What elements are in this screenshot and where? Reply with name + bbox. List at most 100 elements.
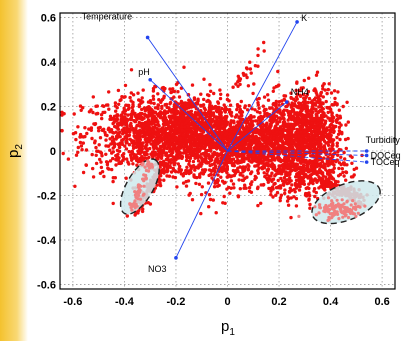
score-point-1223 bbox=[208, 83, 212, 87]
score-point-1667 bbox=[212, 173, 216, 177]
score-point-42 bbox=[90, 136, 94, 141]
score-point-749 bbox=[156, 120, 160, 124]
score-point-3743 bbox=[297, 145, 301, 149]
score-point-1979 bbox=[199, 211, 203, 216]
score-point-1865 bbox=[195, 143, 199, 148]
score-point-3271 bbox=[293, 99, 298, 103]
score-point-72 bbox=[123, 83, 128, 88]
score-point-3580 bbox=[326, 110, 330, 115]
score-point-1199 bbox=[172, 114, 176, 118]
score-point-4044 bbox=[285, 199, 290, 203]
score-point-3905 bbox=[297, 119, 301, 123]
score-point-3267 bbox=[286, 118, 290, 122]
score-point-1403 bbox=[181, 151, 186, 155]
score-point-4677 bbox=[236, 80, 240, 84]
score-point-4659 bbox=[327, 184, 331, 188]
score-point-4370 bbox=[307, 186, 311, 191]
score-point-4192 bbox=[276, 171, 280, 175]
x-axis-label-subscript: 1 bbox=[229, 327, 235, 338]
score-point-631 bbox=[117, 149, 122, 153]
score-point-4678 bbox=[244, 66, 249, 70]
score-point-3993 bbox=[322, 145, 327, 150]
score-point-2182 bbox=[259, 201, 263, 205]
score-point-2864 bbox=[276, 69, 280, 74]
score-point-3301 bbox=[268, 159, 272, 163]
score-point-4253 bbox=[259, 152, 263, 157]
score-point-2150 bbox=[198, 147, 203, 151]
score-point-163 bbox=[108, 159, 113, 163]
score-point-822 bbox=[83, 126, 87, 130]
score-point-3137 bbox=[283, 136, 287, 141]
score-point-2575 bbox=[226, 155, 231, 159]
score-point-1557 bbox=[225, 93, 230, 97]
score-point-291 bbox=[98, 136, 103, 140]
score-point-4191 bbox=[339, 155, 343, 159]
score-point-2687 bbox=[224, 163, 229, 167]
score-point-1382 bbox=[158, 116, 163, 120]
loading-label-k: K bbox=[301, 13, 307, 23]
score-point-4318 bbox=[272, 182, 276, 186]
score-point-3889 bbox=[306, 114, 310, 119]
score-point-4343 bbox=[283, 166, 287, 170]
score-point-1371 bbox=[134, 145, 138, 149]
score-point-2444 bbox=[223, 168, 227, 172]
score-point-4238 bbox=[294, 204, 299, 208]
score-point-4499 bbox=[146, 201, 150, 205]
score-point-2148 bbox=[225, 175, 230, 179]
cluster-point-left-26 bbox=[143, 165, 147, 169]
score-point-4316 bbox=[276, 157, 281, 161]
score-point-2090 bbox=[202, 170, 207, 174]
score-point-2141 bbox=[223, 109, 227, 113]
score-point-2592 bbox=[252, 115, 256, 119]
cluster-point-right-61 bbox=[354, 214, 358, 218]
score-point-1545 bbox=[144, 146, 149, 151]
score-point-2504 bbox=[215, 116, 219, 120]
score-point-981 bbox=[122, 122, 127, 126]
loading-marker-doceq bbox=[364, 153, 369, 158]
score-point-3891 bbox=[291, 116, 295, 121]
score-point-4320 bbox=[315, 160, 319, 164]
score-point-3329 bbox=[271, 89, 275, 94]
score-point-459 bbox=[114, 137, 118, 141]
score-point-2149 bbox=[213, 166, 218, 170]
loading-marker-ph bbox=[148, 77, 152, 82]
score-point-2937 bbox=[265, 122, 269, 126]
score-point-292 bbox=[137, 104, 141, 109]
score-point-1807 bbox=[194, 181, 198, 186]
score-point-4121 bbox=[299, 161, 303, 165]
score-point-2681 bbox=[255, 186, 260, 191]
score-point-3978 bbox=[318, 136, 323, 141]
score-point-3052 bbox=[264, 107, 268, 112]
score-point-2280 bbox=[252, 82, 256, 86]
score-point-3582 bbox=[326, 143, 331, 147]
score-point-2557 bbox=[242, 155, 246, 159]
score-point-367 bbox=[129, 68, 134, 72]
score-point-1316 bbox=[155, 126, 159, 131]
score-point-3059 bbox=[280, 99, 284, 103]
score-point-561 bbox=[162, 178, 166, 182]
x-tick-label-6: 0.6 bbox=[374, 296, 389, 308]
score-point-4335 bbox=[279, 172, 283, 176]
score-point-4413 bbox=[140, 209, 145, 214]
score-point-1872 bbox=[209, 89, 213, 94]
score-point-919 bbox=[138, 152, 142, 156]
score-point-3334 bbox=[269, 120, 274, 125]
score-point-963 bbox=[191, 159, 196, 164]
score-point-2482 bbox=[238, 104, 242, 109]
score-point-257 bbox=[81, 141, 86, 145]
score-point-4195 bbox=[267, 186, 271, 191]
score-point-4003 bbox=[344, 170, 348, 174]
x-axis-label: p1 bbox=[221, 318, 235, 338]
score-point-461 bbox=[110, 167, 114, 172]
score-point-3214 bbox=[279, 133, 283, 138]
score-point-3832 bbox=[342, 150, 346, 155]
score-point-3874 bbox=[291, 123, 296, 127]
score-point-2636 bbox=[239, 110, 243, 115]
score-point-3483 bbox=[335, 135, 339, 140]
score-point-2041 bbox=[219, 110, 223, 115]
score-point-1354 bbox=[161, 116, 166, 121]
score-point-1497 bbox=[136, 129, 140, 133]
score-point-3783 bbox=[328, 152, 332, 156]
score-point-4095 bbox=[269, 189, 273, 193]
score-point-688 bbox=[144, 126, 149, 130]
